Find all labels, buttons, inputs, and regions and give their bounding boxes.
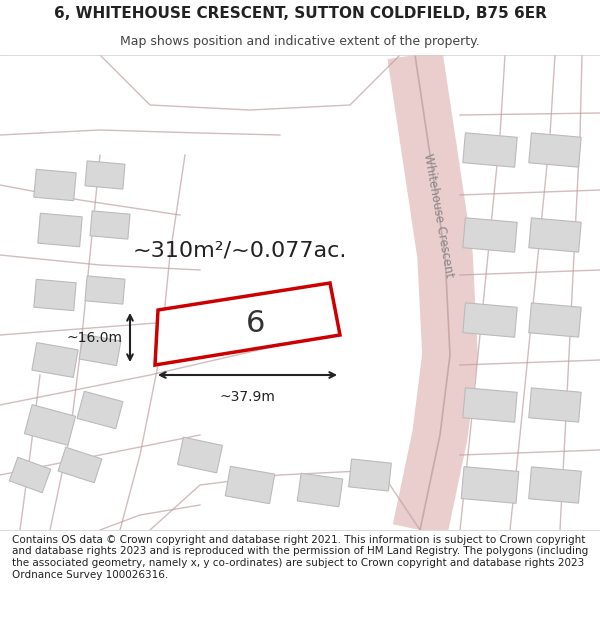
Polygon shape [85,276,125,304]
Polygon shape [9,458,51,492]
Text: ~16.0m: ~16.0m [66,331,122,344]
Text: Whitehouse Crescent: Whitehouse Crescent [421,152,455,278]
Polygon shape [155,283,340,365]
Polygon shape [461,467,519,503]
Polygon shape [79,334,121,366]
Polygon shape [463,132,517,168]
Polygon shape [529,303,581,337]
Polygon shape [90,211,130,239]
Polygon shape [58,448,102,482]
Polygon shape [463,302,517,338]
Polygon shape [297,473,343,507]
Polygon shape [463,217,517,252]
Polygon shape [225,466,275,504]
Text: 6: 6 [246,309,265,338]
Text: Contains OS data © Crown copyright and database right 2021. This information is : Contains OS data © Crown copyright and d… [12,535,588,579]
Polygon shape [178,437,223,473]
Polygon shape [77,391,123,429]
Polygon shape [529,467,581,503]
Polygon shape [34,279,76,311]
Polygon shape [529,133,581,167]
Polygon shape [463,388,517,422]
Polygon shape [32,342,78,377]
Text: ~37.9m: ~37.9m [220,390,275,404]
Text: ~310m²/~0.077ac.: ~310m²/~0.077ac. [133,240,347,260]
Polygon shape [38,213,82,247]
Polygon shape [349,459,391,491]
Text: 6, WHITEHOUSE CRESCENT, SUTTON COLDFIELD, B75 6ER: 6, WHITEHOUSE CRESCENT, SUTTON COLDFIELD… [53,6,547,21]
Polygon shape [34,169,76,201]
Polygon shape [85,161,125,189]
Polygon shape [529,388,581,422]
Polygon shape [25,405,76,445]
Text: Map shows position and indicative extent of the property.: Map shows position and indicative extent… [120,35,480,48]
Polygon shape [529,218,581,252]
